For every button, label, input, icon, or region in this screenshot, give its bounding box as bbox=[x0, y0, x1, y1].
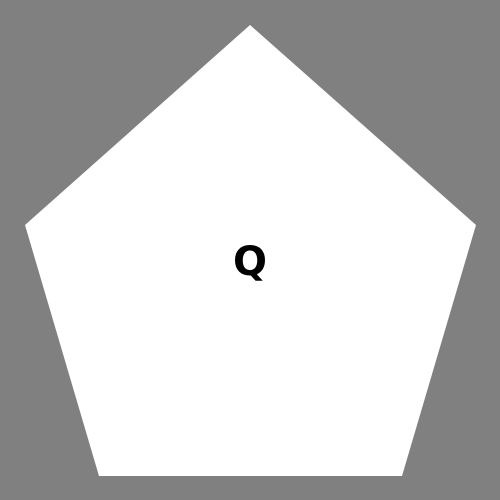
pentagon-polygon bbox=[25, 25, 476, 476]
center-label: Q bbox=[232, 239, 267, 285]
